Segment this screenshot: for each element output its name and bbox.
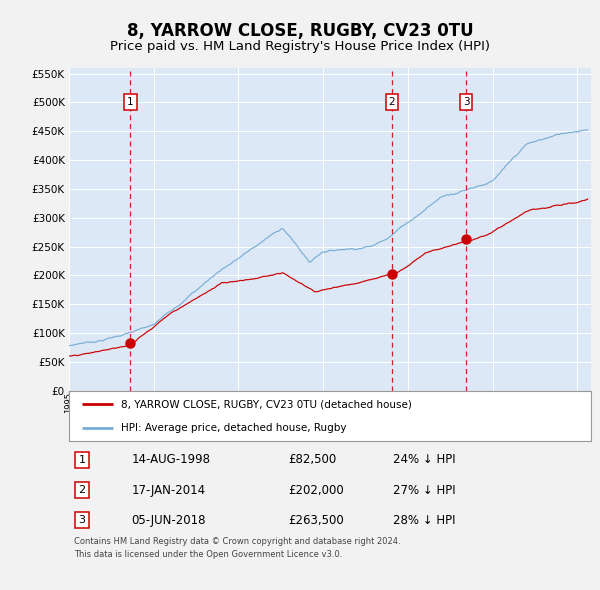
Text: 1: 1 xyxy=(127,97,134,107)
Text: 1: 1 xyxy=(79,455,86,465)
Text: 14-AUG-1998: 14-AUG-1998 xyxy=(131,454,211,467)
Text: 28% ↓ HPI: 28% ↓ HPI xyxy=(392,514,455,527)
Text: 17-JAN-2014: 17-JAN-2014 xyxy=(131,484,206,497)
Text: £202,000: £202,000 xyxy=(288,484,344,497)
Text: £82,500: £82,500 xyxy=(288,454,337,467)
Text: Price paid vs. HM Land Registry's House Price Index (HPI): Price paid vs. HM Land Registry's House … xyxy=(110,40,490,53)
Text: 27% ↓ HPI: 27% ↓ HPI xyxy=(392,484,455,497)
Text: 2: 2 xyxy=(79,485,86,495)
Text: 3: 3 xyxy=(79,515,86,525)
Text: Contains HM Land Registry data © Crown copyright and database right 2024.
This d: Contains HM Land Registry data © Crown c… xyxy=(74,537,401,559)
Text: 3: 3 xyxy=(463,97,469,107)
Text: 2: 2 xyxy=(388,97,395,107)
Text: HPI: Average price, detached house, Rugby: HPI: Average price, detached house, Rugb… xyxy=(121,422,347,432)
Text: 8, YARROW CLOSE, RUGBY, CV23 0TU: 8, YARROW CLOSE, RUGBY, CV23 0TU xyxy=(127,22,473,41)
Text: 24% ↓ HPI: 24% ↓ HPI xyxy=(392,454,455,467)
Text: 8, YARROW CLOSE, RUGBY, CV23 0TU (detached house): 8, YARROW CLOSE, RUGBY, CV23 0TU (detach… xyxy=(121,399,412,409)
Text: 05-JUN-2018: 05-JUN-2018 xyxy=(131,514,206,527)
Text: £263,500: £263,500 xyxy=(288,514,344,527)
